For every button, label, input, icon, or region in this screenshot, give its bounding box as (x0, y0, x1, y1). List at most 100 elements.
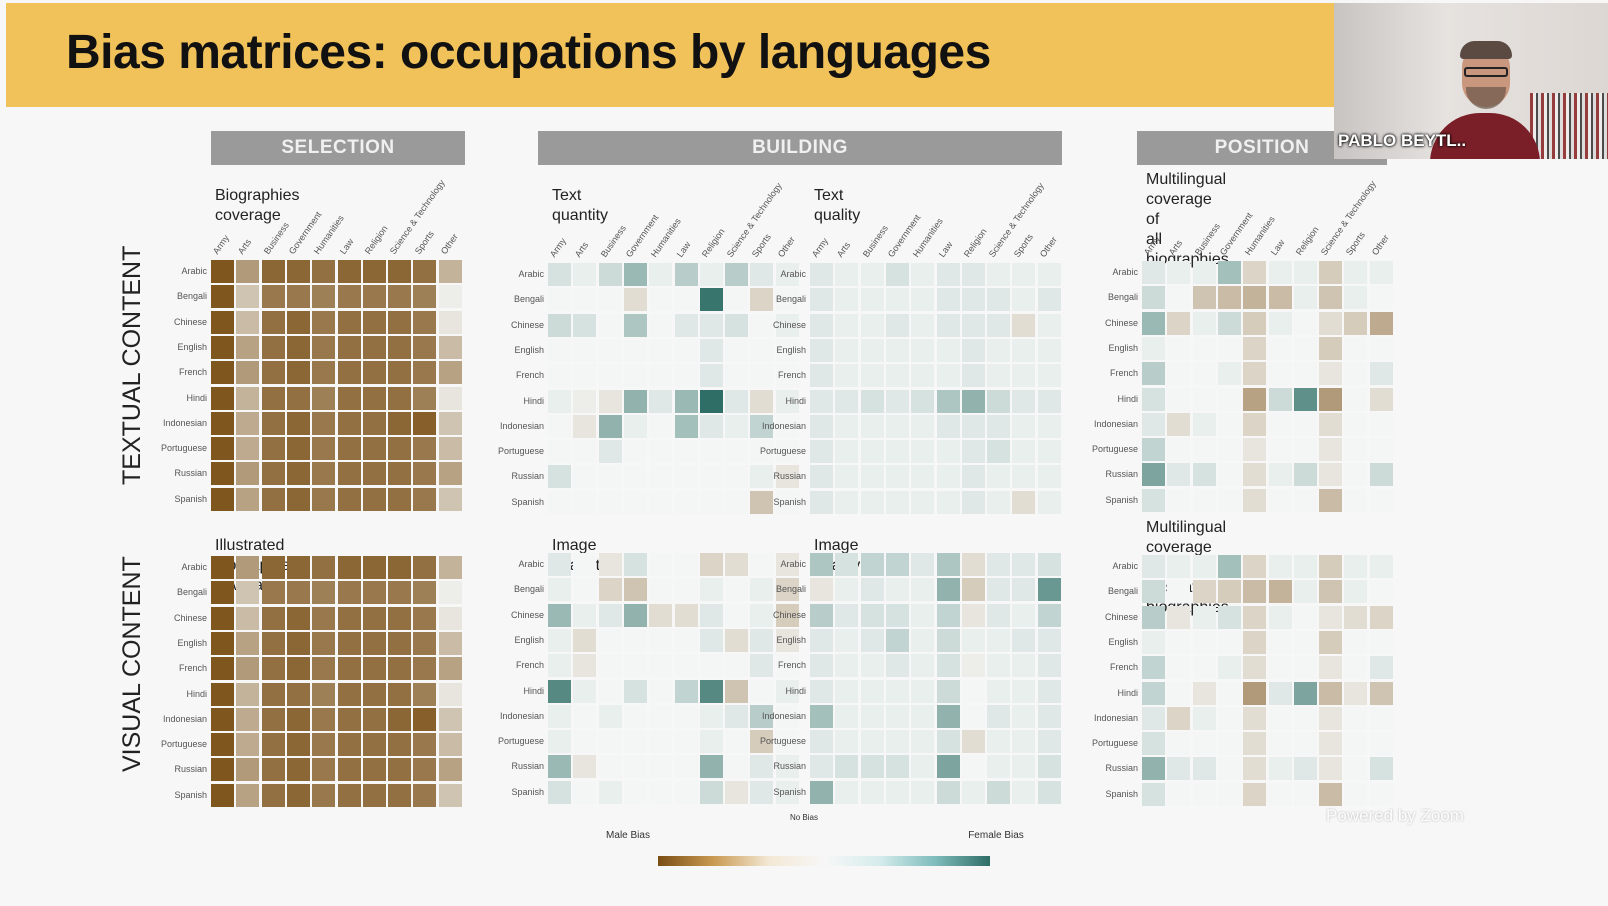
heatmap-cell (1192, 261, 1216, 284)
heatmap-cell (211, 462, 234, 486)
heatmap-cell (573, 288, 597, 312)
row-label: Chinese (510, 319, 544, 330)
heatmap-cell (961, 338, 985, 362)
column-label: Business (860, 223, 890, 259)
heatmap-cell (750, 755, 774, 779)
heatmap-cell (362, 581, 386, 605)
heatmap-cell (211, 581, 234, 605)
heatmap-cell (388, 758, 412, 782)
heatmap-cell (911, 490, 935, 514)
column-label: Arts (835, 240, 853, 259)
heatmap-cell (573, 679, 597, 703)
heatmap-cell (1344, 488, 1368, 512)
heatmap-cell (623, 603, 647, 627)
heatmap-cell (810, 490, 833, 514)
row-label: Bengali (176, 291, 207, 302)
row-label: Indonesian (499, 420, 544, 431)
heatmap-cell (1012, 364, 1036, 388)
heatmap-cell (236, 335, 260, 359)
heatmap-cell (1167, 681, 1191, 705)
heatmap-cell (1268, 782, 1292, 806)
heatmap-cell (961, 364, 985, 388)
participant-video-tile[interactable]: PABLO BEYTL.. (1334, 3, 1608, 159)
heatmap-cell (860, 389, 884, 413)
heatmap-cell (1243, 488, 1267, 512)
row-label: Russian (174, 468, 207, 479)
heatmap-cell (413, 386, 437, 410)
heatmap-cell (1217, 555, 1241, 578)
heatmap-cell (1268, 387, 1292, 411)
heatmap-cell (750, 780, 774, 804)
row-label: Portuguese (160, 739, 207, 750)
heatmap-cell (236, 758, 260, 782)
heatmap-cell (649, 288, 673, 312)
heatmap-cell (885, 338, 909, 362)
heatmap-cell (961, 440, 985, 464)
heatmap-cell (1192, 336, 1216, 360)
heatmap-cell (1217, 387, 1241, 411)
participant-beard (1466, 87, 1506, 109)
heatmap-cell (835, 704, 859, 728)
heatmap-cell (699, 704, 723, 728)
heatmap-cell (312, 581, 336, 605)
heatmap-cell (835, 313, 859, 337)
heatmap-cell (725, 628, 749, 652)
column-label: Sports (413, 228, 437, 256)
heatmap-cell (286, 631, 310, 655)
heatmap-cell (775, 313, 799, 337)
heatmap-cell (1037, 679, 1061, 703)
column-label: Religion (961, 226, 989, 259)
heatmap-cell (1012, 288, 1036, 312)
heatmap-cell (286, 783, 310, 807)
heatmap-cell (1037, 389, 1061, 413)
heatmap-cell (860, 780, 884, 804)
heatmap-cell (312, 758, 336, 782)
participant-glasses (1464, 67, 1508, 77)
heatmap-cell (388, 285, 412, 309)
row-label: Portuguese (759, 736, 806, 747)
heatmap-cell (835, 465, 859, 489)
heatmap-cell (936, 780, 960, 804)
heatmap-cell (337, 310, 361, 334)
heatmap-cell (623, 313, 647, 337)
heatmap-cell (911, 389, 935, 413)
panel-title: Multilingual coverage of all biographies (1146, 171, 1229, 268)
heatmap-cell (1293, 488, 1317, 512)
heatmap-cell (835, 679, 859, 703)
heatmap-cell (1319, 336, 1343, 360)
heatmap-cell (548, 490, 571, 514)
heatmap-cell (362, 386, 386, 410)
heatmap-cell (1192, 488, 1216, 512)
heatmap-cell (699, 553, 723, 576)
heatmap-cell (699, 313, 723, 337)
heatmap-cell (1142, 732, 1165, 756)
heatmap-cell (286, 260, 310, 283)
heatmap-cell (1293, 387, 1317, 411)
heatmap-cell (961, 578, 985, 602)
heatmap-cell (810, 780, 833, 804)
heatmap-cell (573, 465, 597, 489)
heatmap-cell (699, 465, 723, 489)
heatmap-cell (961, 465, 985, 489)
heatmap-cell (598, 313, 622, 337)
heatmap-cell (987, 730, 1011, 754)
row-label: Arabic (181, 266, 207, 276)
heatmap-cell (1167, 311, 1191, 335)
heatmap-cell (623, 780, 647, 804)
heatmap-cell (1012, 414, 1036, 438)
heatmap-cell (1217, 580, 1241, 604)
heatmap-cell (987, 389, 1011, 413)
heatmap-cell (1167, 555, 1191, 578)
heatmap-cell (1167, 732, 1191, 756)
heatmap-cell (1217, 681, 1241, 705)
heatmap-cell (835, 553, 859, 576)
heatmap-cell (388, 487, 412, 511)
heatmap-cell (261, 361, 285, 385)
heatmap-cell (286, 487, 310, 511)
heatmap-cell (598, 679, 622, 703)
heatmap-cell (750, 603, 774, 627)
heatmap-cell (598, 578, 622, 602)
heatmap-cell (775, 704, 799, 728)
heatmap-cell (1192, 311, 1216, 335)
row-label: Spanish (174, 789, 207, 800)
